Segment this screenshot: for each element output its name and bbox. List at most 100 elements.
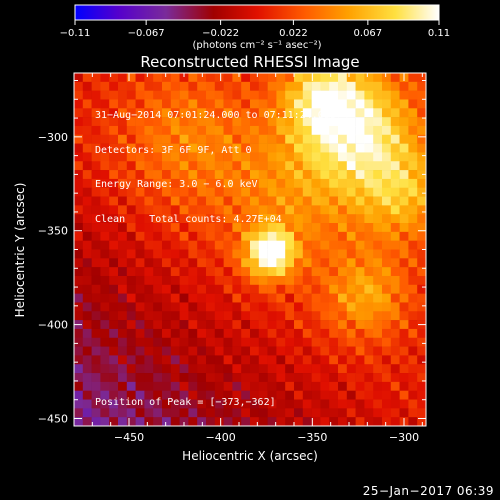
heatmap-cell [417, 134, 427, 144]
heatmap-cell [144, 125, 154, 136]
heatmap-cell [153, 381, 163, 392]
heatmap-cell [355, 231, 365, 241]
heatmap-cell [364, 161, 374, 171]
heatmap-cell [223, 134, 233, 144]
heatmap-cell [144, 205, 154, 215]
heatmap-cell [258, 143, 268, 153]
heatmap-cell [311, 187, 321, 197]
heatmap-cell [267, 275, 277, 286]
heatmap-cell [294, 328, 304, 339]
heatmap-cell [364, 231, 374, 241]
heatmap-cell [153, 214, 163, 224]
heatmap-cell [179, 196, 189, 206]
heatmap-cell [241, 390, 251, 400]
heatmap-cell [214, 417, 224, 427]
heatmap-cell [100, 196, 110, 206]
heatmap-cell [223, 196, 233, 206]
heatmap-cell [382, 381, 392, 392]
heatmap-cell [206, 293, 216, 303]
heatmap-cell [100, 108, 110, 118]
heatmap-cell [294, 355, 304, 365]
heatmap-cell [373, 337, 383, 347]
heatmap-cell [250, 187, 260, 197]
heatmap-cell [355, 117, 365, 127]
chart-title: Reconstructed RHESSI Image [140, 53, 359, 71]
heatmap-cell [206, 355, 216, 365]
heatmap-cell [302, 302, 312, 312]
heatmap-cell [355, 364, 365, 374]
heatmap-cell [302, 231, 312, 241]
heatmap-cell [126, 258, 136, 268]
heatmap-cell [197, 125, 207, 136]
heatmap-cell [144, 99, 154, 109]
heatmap-cell [258, 399, 268, 409]
heatmap-cell [311, 134, 321, 144]
heatmap-cell [232, 152, 242, 162]
heatmap-cell [364, 249, 374, 259]
heatmap-cell [153, 99, 163, 109]
heatmap-cell [100, 125, 110, 136]
heatmap-cell [320, 346, 330, 356]
heatmap-cell [241, 346, 251, 356]
annotation-time-range: 31−Aug−2014 07:01:24.000 to 07:11:24.000 [95, 110, 336, 121]
heatmap-cell [267, 81, 277, 91]
heatmap-cell [390, 373, 400, 383]
heatmap-cell [74, 328, 84, 339]
heatmap-cell [126, 73, 136, 83]
heatmap-cell [408, 302, 418, 312]
annotation-clean-counts: Clean Total counts: 4.27E+04 [95, 213, 282, 225]
heatmap-cell [364, 170, 374, 180]
heatmap-cell [302, 187, 312, 197]
heatmap-cell [285, 81, 295, 91]
heatmap-cell [232, 390, 242, 400]
heatmap-cell [162, 249, 172, 259]
heatmap-cell [390, 99, 400, 109]
heatmap-cell [232, 143, 242, 153]
heatmap-cell [417, 284, 427, 294]
heatmap-cell [355, 73, 365, 83]
heatmap-cell [100, 223, 110, 233]
heatmap-cell [91, 99, 101, 109]
heatmap-cell [82, 170, 92, 180]
heatmap-cell [338, 143, 348, 153]
heatmap-cell [329, 161, 339, 171]
heatmap-cell [162, 161, 172, 171]
heatmap-cell [399, 81, 409, 91]
heatmap-cell [285, 196, 295, 206]
heatmap-cell [241, 152, 251, 162]
heatmap-cell [399, 373, 409, 383]
heatmap-cell [241, 178, 251, 189]
heatmap-cell [188, 161, 198, 171]
heatmap-cell [250, 399, 260, 409]
heatmap-cell [179, 381, 189, 392]
heatmap-cell [311, 390, 321, 400]
heatmap-cell [170, 275, 180, 286]
heatmap-cell [276, 364, 286, 374]
heatmap-cell [153, 170, 163, 180]
heatmap-cell [338, 108, 348, 118]
heatmap-cell [109, 399, 119, 409]
heatmap-cell [197, 214, 207, 224]
heatmap-cell [153, 134, 163, 144]
heatmap-cell [109, 293, 119, 303]
heatmap-cell [302, 196, 312, 206]
heatmap-cell [179, 205, 189, 215]
heatmap-cell [355, 408, 365, 418]
heatmap-cell [373, 328, 383, 339]
heatmap-cell [285, 178, 295, 189]
heatmap-cell [355, 125, 365, 136]
heatmap-cell [223, 267, 233, 277]
heatmap-cell [267, 346, 277, 356]
heatmap-cell [223, 117, 233, 127]
heatmap-cell [118, 258, 128, 268]
heatmap-cell [250, 355, 260, 365]
heatmap-cell [399, 320, 409, 330]
heatmap-cell [311, 328, 321, 339]
heatmap-cell [320, 417, 330, 427]
heatmap-cell [126, 187, 136, 197]
heatmap-cell [373, 364, 383, 374]
heatmap-cell [214, 99, 224, 109]
heatmap-cell [188, 125, 198, 136]
heatmap-cell [179, 99, 189, 109]
heatmap-cell [408, 231, 418, 241]
